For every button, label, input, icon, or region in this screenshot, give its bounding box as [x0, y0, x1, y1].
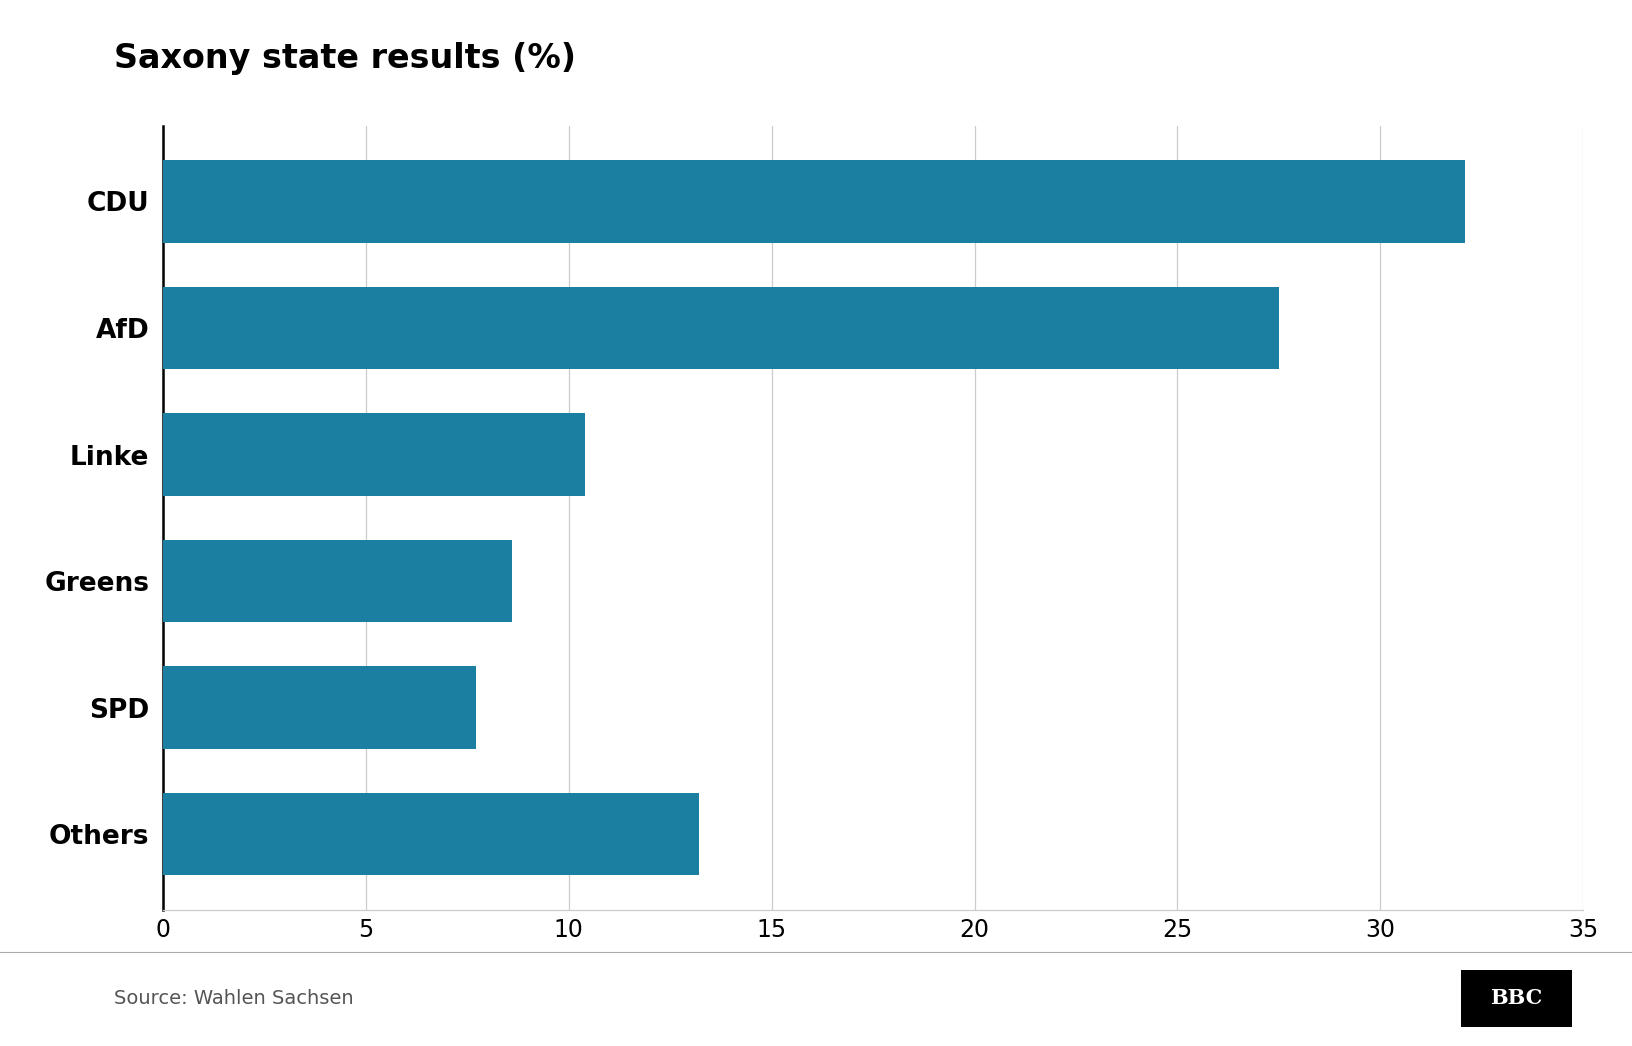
Bar [163, 160, 1466, 243]
Bar [163, 413, 586, 496]
Bar [163, 666, 475, 749]
Text: Saxony state results (%): Saxony state results (%) [114, 42, 576, 75]
Text: BBC: BBC [1490, 988, 1542, 1008]
Bar [163, 793, 698, 876]
Bar [163, 540, 512, 622]
Text: Source: Wahlen Sachsen: Source: Wahlen Sachsen [114, 990, 354, 1008]
Bar [163, 287, 1279, 369]
